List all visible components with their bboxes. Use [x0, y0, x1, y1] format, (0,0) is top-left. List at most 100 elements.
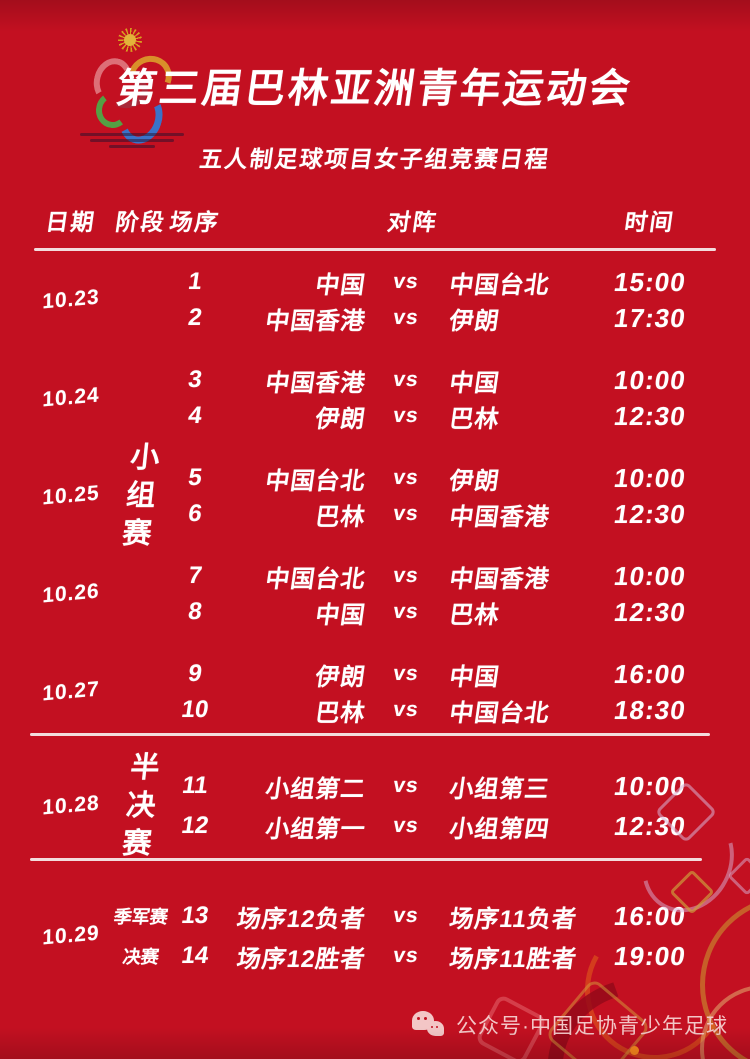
- match-time: 10:00: [612, 364, 688, 395]
- away-team: 场序11负者: [447, 905, 579, 933]
- match-no: 4: [186, 402, 204, 429]
- match-time: 15:00: [612, 266, 688, 297]
- stage-label-final: 决赛: [121, 947, 161, 967]
- divider-line: [34, 248, 716, 251]
- match-no: 7: [186, 562, 204, 589]
- vs-label: vs: [391, 404, 421, 427]
- date-label: 10.29: [42, 921, 100, 950]
- away-team: 中国台北: [447, 271, 552, 299]
- col-header-date: 日期: [43, 209, 98, 235]
- page-title: 第三届巴林亚洲青年运动会: [113, 67, 636, 111]
- home-team: 场序12胜者: [234, 945, 368, 973]
- match-time: 18:30: [612, 694, 688, 725]
- sun-icon: [118, 28, 142, 52]
- away-team: 中国: [447, 663, 502, 691]
- away-team: 巴林: [447, 601, 502, 629]
- home-team: 中国: [313, 601, 368, 629]
- home-team: 伊朗: [313, 405, 368, 433]
- match-no: 13: [179, 902, 211, 929]
- match-time: 19:00: [612, 940, 688, 971]
- match-no: 2: [186, 304, 204, 331]
- vs-label: vs: [391, 774, 421, 797]
- home-team: 中国香港: [263, 369, 368, 397]
- match-no: 11: [180, 772, 210, 799]
- decor-diamond-lavender-small: [727, 856, 750, 896]
- match-time: 10:00: [612, 462, 688, 493]
- match-no: 6: [186, 500, 204, 527]
- vs-label: vs: [391, 564, 421, 587]
- away-team: 中国香港: [447, 503, 552, 531]
- finals-block: 10.29 季军赛 13 场序12负者 vs 场序11负者 16:00 决赛 1…: [30, 896, 720, 976]
- match-time: 10:00: [612, 560, 688, 591]
- home-team: 小组第二: [263, 775, 368, 803]
- match-time: 12:30: [612, 596, 688, 627]
- home-team: 小组第一: [263, 815, 368, 843]
- home-team: 中国台北: [263, 467, 368, 495]
- decor-dot-orange: [630, 1046, 639, 1055]
- date-label: 10.25: [42, 481, 100, 510]
- match-time: 16:00: [612, 900, 688, 931]
- match-no: 10: [179, 696, 211, 723]
- home-team: 中国台北: [263, 565, 368, 593]
- divider-line: [30, 733, 710, 736]
- emblem-wordmark: [62, 130, 202, 148]
- vs-label: vs: [391, 270, 421, 293]
- vs-label: vs: [391, 698, 421, 721]
- home-team: 巴林: [313, 503, 368, 531]
- group-stage-block: 小组赛 10.23 1 中国 vs 中国台北 15:00 2 中国香港 vs 伊…: [30, 264, 720, 728]
- divider-line: [30, 858, 702, 861]
- away-team: 中国台北: [447, 699, 552, 727]
- home-team: 中国香港: [263, 307, 368, 335]
- match-no: 14: [179, 942, 211, 969]
- home-team: 中国: [313, 271, 368, 299]
- match-time: 12:30: [612, 810, 688, 841]
- stage-label-semifinal: 半决赛: [120, 752, 162, 860]
- vs-label: vs: [391, 814, 421, 837]
- away-team: 中国香港: [447, 565, 552, 593]
- match-no: 12: [179, 812, 211, 839]
- away-team: 巴林: [447, 405, 502, 433]
- vs-label: vs: [391, 466, 421, 489]
- away-team: 中国: [447, 369, 502, 397]
- wechat-account-label: 公众号·中国足协青少年足球: [456, 1015, 728, 1038]
- col-header-match-no: 场序: [167, 209, 222, 235]
- away-team: 场序11胜者: [447, 945, 579, 973]
- vs-label: vs: [391, 662, 421, 685]
- match-time: 17:30: [612, 302, 688, 333]
- match-no: 5: [186, 464, 204, 491]
- vs-label: vs: [391, 368, 421, 391]
- vs-label: vs: [391, 904, 421, 927]
- away-team: 伊朗: [447, 307, 502, 335]
- page-subtitle: 五人制足球项目女子组竞赛日程: [197, 146, 552, 172]
- date-label: 10.26: [42, 579, 100, 608]
- col-header-time: 时间: [622, 209, 677, 235]
- away-team: 伊朗: [447, 467, 502, 495]
- home-team: 场序12负者: [234, 905, 368, 933]
- away-team: 小组第四: [447, 815, 552, 843]
- stage-label-group: 小组赛: [120, 442, 162, 550]
- match-time: 16:00: [612, 658, 688, 689]
- vs-label: vs: [391, 600, 421, 623]
- away-team: 小组第三: [447, 775, 552, 803]
- match-no: 8: [186, 598, 204, 625]
- table-header-row: 日期 阶段 场序 对阵 时间: [30, 203, 720, 237]
- home-team: 巴林: [313, 699, 368, 727]
- match-time: 10:00: [612, 770, 688, 801]
- col-header-matchup: 对阵: [385, 209, 440, 235]
- match-no: 3: [186, 366, 204, 393]
- day-section-10-29: 10.29 季军赛 13 场序12负者 vs 场序11负者 16:00 决赛 1…: [30, 896, 720, 976]
- date-label: 10.23: [42, 285, 100, 314]
- asian-youth-games-emblem-icon: [62, 28, 202, 150]
- home-team: 伊朗: [313, 663, 368, 691]
- vs-label: vs: [391, 944, 421, 967]
- col-header-stage: 阶段: [113, 209, 168, 235]
- wechat-account-badge: 公众号·中国足协青少年足球: [412, 1010, 728, 1040]
- semifinal-block: 半决赛 10.28 11 小组第二 vs 小组第三 10:00 12 小组第一 …: [30, 752, 720, 860]
- match-no: 1: [186, 268, 204, 295]
- date-label: 10.28: [42, 791, 100, 820]
- match-time: 12:30: [612, 400, 688, 431]
- wechat-icon: [412, 1010, 446, 1040]
- date-label: 10.27: [42, 677, 100, 706]
- vs-label: vs: [391, 502, 421, 525]
